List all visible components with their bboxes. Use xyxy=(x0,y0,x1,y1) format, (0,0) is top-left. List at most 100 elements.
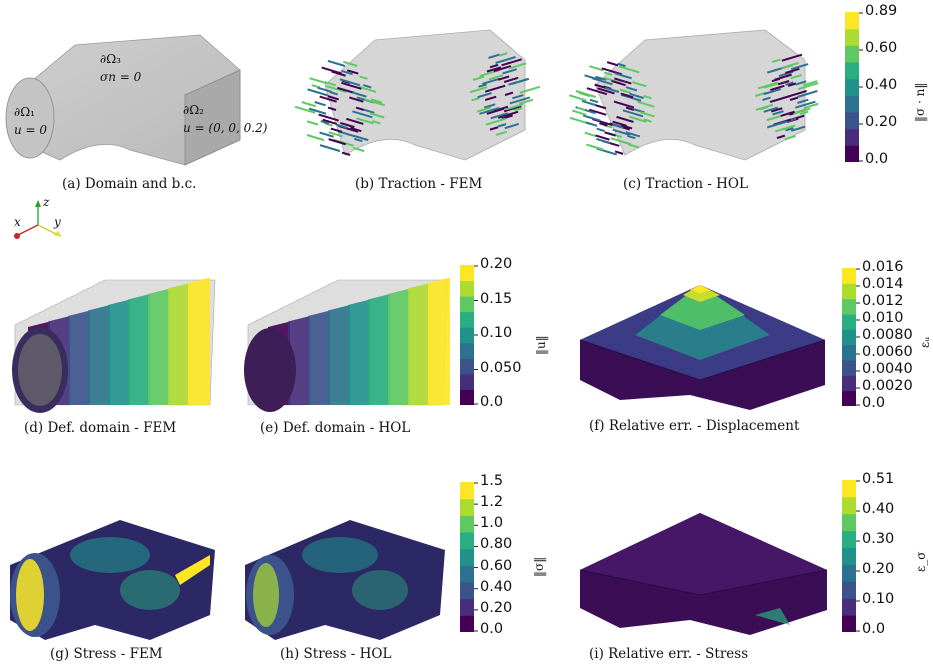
axis-x-label: x xyxy=(14,215,21,229)
traction-arrow xyxy=(350,126,362,133)
traction-arrow xyxy=(327,95,339,101)
traction-arrow xyxy=(625,131,641,138)
traction-arrow xyxy=(319,95,337,103)
colorbar-band xyxy=(842,390,856,406)
traction-arrow xyxy=(637,100,655,108)
traction-arrow xyxy=(513,107,523,112)
traction-arrow xyxy=(319,144,341,153)
colorbar-tick-label: 0.050 xyxy=(480,359,522,376)
traction-arrow xyxy=(509,96,531,105)
stress-hol-plot xyxy=(245,520,445,640)
traction-arrow xyxy=(790,74,802,80)
colorbar-band xyxy=(842,598,856,616)
traction-arrow xyxy=(610,137,632,146)
colorbar-band xyxy=(842,480,856,498)
colorbar-tick-label: 0.0 xyxy=(865,151,889,167)
traction-arrow xyxy=(326,85,347,94)
traction-arrow xyxy=(502,68,517,75)
err-s-plot xyxy=(579,513,828,635)
traction-arrow xyxy=(346,69,359,75)
traction-arrow xyxy=(581,100,597,107)
traction-arrow xyxy=(489,126,499,131)
colorbar-tick-label: 0.60 xyxy=(865,40,898,56)
traction-arrow xyxy=(370,98,383,104)
traction-arrow xyxy=(501,114,513,120)
traction-arrow xyxy=(568,94,587,102)
colorbar-tick-label: 0.0040 xyxy=(862,361,913,377)
traction-arrow xyxy=(328,131,344,138)
traction-arrow xyxy=(337,86,355,94)
colorbar-band xyxy=(842,564,856,582)
colorbar-stress-label: ‖σ‖ xyxy=(532,556,546,577)
traction-arrow xyxy=(640,111,655,118)
omega1-label: ∂Ω₁ xyxy=(14,105,35,119)
traction-arrow xyxy=(776,134,786,140)
traction-arrow xyxy=(518,98,534,105)
traction-arrow xyxy=(626,134,636,140)
traction-arrow xyxy=(497,75,510,81)
omega3-label: ∂Ω₃ xyxy=(100,52,121,66)
caption-c: (c) Traction - HOL xyxy=(623,176,748,192)
colorbar-band xyxy=(842,344,856,361)
panel-h-stress-hol: (h) Stress - HOL xyxy=(240,515,460,669)
traction-arrow xyxy=(595,134,610,141)
traction-arrow xyxy=(346,117,364,125)
traction-arrow xyxy=(612,120,627,127)
traction-arrow xyxy=(799,110,809,116)
colorbar-tick-label: 0.0080 xyxy=(862,327,913,343)
traction-arrow xyxy=(352,110,373,119)
traction-arrow xyxy=(614,77,632,85)
traction-arrow xyxy=(486,66,502,73)
traction-arrow xyxy=(614,72,632,80)
traction-arrow xyxy=(327,59,346,67)
colorbar-tick-label: 0.0060 xyxy=(862,344,913,360)
traction-arrow xyxy=(331,70,346,77)
traction-arrow xyxy=(612,123,624,129)
traction-arrow xyxy=(495,56,516,64)
displacement-band xyxy=(408,283,430,405)
colorbar-band xyxy=(460,598,474,616)
traction-arrow xyxy=(471,97,480,102)
colorbar-stress: 1.5 1.2 1.0 0.80 0.60 0.40 0.20 0.0 ‖σ‖ xyxy=(460,473,550,637)
traction-arrow xyxy=(589,65,604,72)
colorbar-tick-label: 0.0 xyxy=(862,621,886,637)
colorbar-tick-label: 0.20 xyxy=(480,256,513,272)
traction-arrow xyxy=(511,77,530,85)
colorbar-tick-label: 0.10 xyxy=(480,325,513,341)
displacement-band xyxy=(188,277,210,405)
traction-arrow xyxy=(503,105,522,113)
traction-arrow xyxy=(306,134,325,142)
displacement-band xyxy=(308,310,330,405)
traction-arrow xyxy=(777,80,790,86)
colorbar-band xyxy=(842,496,856,515)
omega3-condition: σn = 0 xyxy=(100,70,142,84)
traction-arrow xyxy=(308,107,327,115)
colorbar-tick-label: 0.40 xyxy=(865,77,898,93)
traction-arrow xyxy=(793,107,811,115)
traction-arrow xyxy=(789,89,807,97)
colorbar-band xyxy=(460,515,474,533)
colorbar-tick-label: 0.10 xyxy=(862,591,895,607)
colorbar-tick-label: 0.30 xyxy=(862,531,895,547)
traction-arrow xyxy=(789,96,799,101)
traction-arrow xyxy=(372,120,381,125)
caption-g: (g) Stress - FEM xyxy=(50,646,163,662)
colorbar-band xyxy=(842,375,856,392)
panel-g-stress-fem: (g) Stress - FEM xyxy=(0,515,230,669)
panel-b-traction-fem: (b) Traction - FEM xyxy=(290,0,560,200)
traction-arrow xyxy=(319,131,334,138)
traction-arrow xyxy=(479,106,500,115)
traction-arrow xyxy=(770,107,783,113)
traction-arrow xyxy=(797,98,809,104)
traction-arrow xyxy=(586,87,608,96)
traction-arrow xyxy=(339,78,361,87)
traction-arrow xyxy=(763,88,782,96)
y-arrow-icon xyxy=(54,231,62,237)
colorbar-band xyxy=(460,582,474,600)
colorbar-tick-label: 0.010 xyxy=(862,310,904,326)
traction-arrow xyxy=(353,137,363,143)
caption-f: (f) Relative err. - Displacement xyxy=(589,418,800,434)
traction-arrow xyxy=(766,120,788,129)
colorbar-band xyxy=(845,62,859,80)
x-arrow-icon xyxy=(14,233,20,239)
